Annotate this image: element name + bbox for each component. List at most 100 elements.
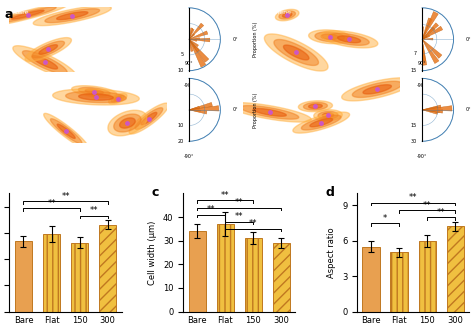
Bar xyxy=(189,39,197,41)
Polygon shape xyxy=(283,13,292,17)
Polygon shape xyxy=(53,89,139,105)
Bar xyxy=(422,110,439,113)
Text: **: ** xyxy=(249,219,258,229)
Polygon shape xyxy=(279,11,295,19)
Bar xyxy=(422,26,443,39)
Polygon shape xyxy=(299,101,332,112)
Bar xyxy=(422,32,426,39)
Bar xyxy=(189,102,212,110)
Polygon shape xyxy=(228,103,311,122)
Polygon shape xyxy=(0,7,56,23)
Text: **: ** xyxy=(409,194,418,202)
Bar xyxy=(189,39,199,52)
Text: ε_app = 300%: ε_app = 300% xyxy=(247,80,293,86)
Bar xyxy=(391,253,408,312)
Polygon shape xyxy=(253,109,286,116)
Text: **: ** xyxy=(235,213,244,221)
Polygon shape xyxy=(111,95,124,102)
Polygon shape xyxy=(108,110,147,136)
Text: **: ** xyxy=(47,199,56,208)
Bar xyxy=(189,39,193,51)
Polygon shape xyxy=(309,30,351,44)
Bar xyxy=(217,224,234,312)
Bar xyxy=(189,38,200,40)
Bar xyxy=(422,18,432,39)
Text: ε_app = 150%: ε_app = 150% xyxy=(14,80,59,86)
Text: *: * xyxy=(383,214,387,223)
Text: Flat graphene: Flat graphene xyxy=(247,10,292,15)
Polygon shape xyxy=(11,10,44,19)
Bar xyxy=(189,31,208,39)
Polygon shape xyxy=(321,34,338,40)
Polygon shape xyxy=(320,31,378,48)
Bar xyxy=(421,39,426,61)
Polygon shape xyxy=(322,113,334,117)
Polygon shape xyxy=(72,86,117,97)
Text: **: ** xyxy=(207,205,216,214)
Bar xyxy=(422,110,438,114)
Y-axis label: Cell width (μm): Cell width (μm) xyxy=(148,220,157,285)
Bar xyxy=(189,110,201,112)
Bar xyxy=(422,11,438,39)
Bar xyxy=(447,226,464,312)
Polygon shape xyxy=(314,110,342,121)
Y-axis label: Proportion (%): Proportion (%) xyxy=(253,22,258,57)
Polygon shape xyxy=(45,9,100,23)
Polygon shape xyxy=(283,45,309,60)
Bar xyxy=(422,110,443,113)
Bar xyxy=(15,241,32,312)
Text: **: ** xyxy=(235,198,244,207)
Bar xyxy=(245,238,262,312)
Polygon shape xyxy=(309,104,322,108)
Polygon shape xyxy=(0,4,68,26)
Bar xyxy=(189,110,207,114)
Polygon shape xyxy=(310,118,333,127)
Bar xyxy=(189,34,195,39)
Y-axis label: Aspect ratio: Aspect ratio xyxy=(328,227,337,278)
Bar xyxy=(189,106,219,111)
Text: **: ** xyxy=(89,206,98,215)
Polygon shape xyxy=(66,92,126,103)
Bar xyxy=(189,28,193,39)
Bar xyxy=(422,39,442,58)
Polygon shape xyxy=(85,89,103,94)
Text: **: ** xyxy=(423,200,431,210)
Polygon shape xyxy=(39,45,57,54)
Bar xyxy=(422,105,441,110)
Polygon shape xyxy=(363,85,392,94)
Polygon shape xyxy=(57,124,75,138)
Polygon shape xyxy=(303,102,328,110)
Polygon shape xyxy=(109,93,127,104)
Polygon shape xyxy=(301,115,341,130)
Polygon shape xyxy=(114,97,121,101)
Polygon shape xyxy=(274,39,319,66)
Bar xyxy=(422,107,438,110)
Bar xyxy=(71,243,88,312)
Bar xyxy=(43,234,60,312)
Bar xyxy=(189,39,209,62)
Y-axis label: Proportion (%): Proportion (%) xyxy=(253,92,258,128)
Polygon shape xyxy=(129,103,169,134)
Bar xyxy=(422,27,435,39)
Polygon shape xyxy=(352,81,402,97)
Bar xyxy=(189,39,206,67)
Bar xyxy=(419,241,436,312)
Text: c: c xyxy=(152,186,159,199)
Polygon shape xyxy=(264,34,328,71)
Bar xyxy=(189,23,204,39)
Polygon shape xyxy=(141,113,157,125)
Polygon shape xyxy=(32,41,64,58)
Bar xyxy=(422,39,427,65)
Polygon shape xyxy=(79,88,110,96)
Polygon shape xyxy=(135,108,163,129)
Bar xyxy=(99,225,116,312)
Polygon shape xyxy=(342,78,413,101)
Text: d: d xyxy=(326,186,335,199)
Text: **: ** xyxy=(61,192,70,201)
Polygon shape xyxy=(315,32,344,42)
Text: **: ** xyxy=(437,208,446,217)
Text: **: ** xyxy=(221,191,229,200)
Polygon shape xyxy=(33,6,111,26)
Polygon shape xyxy=(57,12,88,20)
Polygon shape xyxy=(293,112,350,133)
